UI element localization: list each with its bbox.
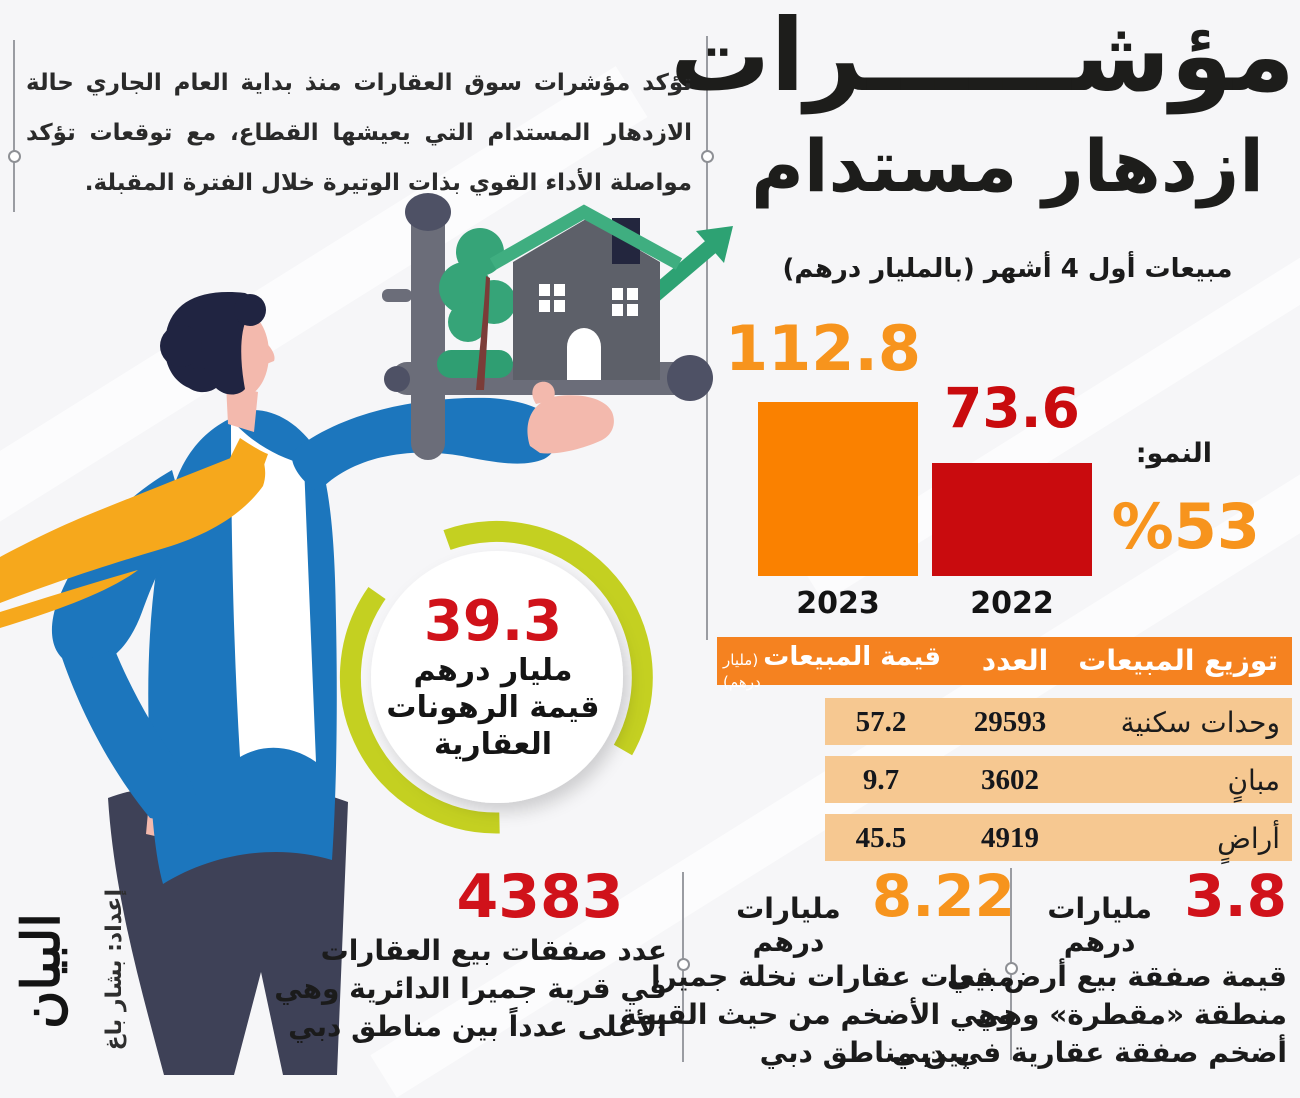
stats-divider-right-dot <box>1005 962 1018 975</box>
stat-line: الأعلى عدداً بين مناطق دبي <box>288 1010 667 1043</box>
shirt <box>231 419 316 762</box>
mortgage-circle <box>371 551 623 803</box>
row-name: أراضٍ <box>1217 822 1280 855</box>
mortgage-ring-icon <box>339 520 653 834</box>
center-divider-dot <box>701 150 714 163</box>
growth-label: النمو: <box>1135 438 1212 469</box>
bar-2022 <box>932 463 1092 576</box>
bar-label-2022: 2022 <box>970 586 1054 621</box>
row-name: وحدات سكنية <box>1120 706 1280 739</box>
house-icon <box>489 204 683 380</box>
mortgage-line3: العقارية <box>433 727 553 762</box>
roof <box>489 204 683 270</box>
chart-title: مبيعات أول 4 أشهر (بالمليار درهم) <box>782 254 1233 284</box>
mortgage-line2: قيمة الرهونات <box>386 690 600 725</box>
platform-tab <box>382 289 412 302</box>
illustration <box>0 193 733 1075</box>
stat-line: عدد صفقات بيع العقارات <box>320 934 667 967</box>
platform-knob-left <box>384 366 410 392</box>
row-count: 29593 <box>973 706 1047 738</box>
window <box>612 288 638 316</box>
stat-jvc-deals: 4383 عدد صفقات بيع العقارات في قرية جمير… <box>274 862 667 1046</box>
mortgage-value: 39.3 <box>423 589 563 654</box>
stat-value: 3.8 <box>1184 862 1287 930</box>
hair-curl <box>234 294 266 326</box>
main-title-line2: ازدهار مستدام <box>751 124 1264 208</box>
stat-value: 8.22 <box>871 862 1015 930</box>
nose <box>259 342 275 367</box>
door <box>567 328 601 380</box>
platform-knob-right <box>667 355 713 401</box>
hand <box>527 381 614 454</box>
stat-line: قيمة صفقة بيع أرض في <box>947 960 1287 993</box>
row-value: 9.7 <box>862 764 900 796</box>
table-header-count: العدد <box>981 644 1049 677</box>
row-count: 4919 <box>981 822 1039 854</box>
growth-value: %53 <box>1111 490 1260 563</box>
platform-pole <box>411 198 445 460</box>
window <box>539 284 565 312</box>
stat-value: 4383 <box>456 862 624 932</box>
table-header-name: توزيع المبيعات <box>1078 644 1278 677</box>
table-row: وحدات سكنية 29593 57.2 <box>825 698 1292 745</box>
mortgage-line1: مليار درهم <box>413 653 573 688</box>
stat-line: وهي الأضخم من حيث القيمة <box>619 998 1015 1031</box>
stat-line: مبيعات عقارات نخلة جميرا <box>650 960 1015 993</box>
hair-curl <box>160 325 202 367</box>
bar-2023 <box>758 402 918 576</box>
bar-value-2023: 112.8 <box>724 312 922 385</box>
row-value: 57.2 <box>855 706 907 738</box>
intro-left-divider-dot <box>8 150 21 163</box>
bar-value-2022: 73.6 <box>944 376 1080 440</box>
row-count: 3602 <box>981 764 1039 796</box>
hair <box>164 292 254 395</box>
stat-line: بين مناطق دبي <box>759 1036 971 1069</box>
man-illustration <box>0 292 558 1075</box>
intro-left-divider <box>13 40 15 212</box>
hair-curl <box>188 367 210 389</box>
stat-palm-jumeirah: 8.22 مليارات درهم مبيعات عقارات نخلة جمي… <box>619 862 1015 1072</box>
row-name: مبانٍ <box>1227 764 1280 797</box>
main-title-line1: مؤشــــــرات <box>670 0 1295 114</box>
bar-label-2023: 2023 <box>796 586 880 621</box>
table-header: توزيع المبيعات العدد قيمة المبيعات (مليا… <box>717 637 1292 691</box>
stat-line: منطقة «مقطرة» وهي <box>974 998 1287 1031</box>
table-row: أراضٍ 4919 45.5 <box>825 814 1292 861</box>
stat-line: في قرية جميرا الدائرية وهي <box>274 972 667 1005</box>
neck <box>226 384 258 432</box>
credit-text: إعداد: بشار باغ <box>102 889 127 1051</box>
platform-cap <box>405 193 451 231</box>
intro-paragraph: تؤكد مؤشرات سوق العقارات منذ بداية العام… <box>26 70 692 196</box>
mortgage-circle-text: 39.3 مليار درهم قيمة الرهونات العقارية <box>377 592 609 763</box>
tree-icon <box>437 228 516 390</box>
albayan-logo: البيان <box>11 913 72 1029</box>
stat-land-deal: 3.8 مليارات درهم قيمة صفقة بيع أرض في من… <box>891 862 1287 1072</box>
table-row: مبانٍ 3602 9.7 <box>825 756 1292 803</box>
row-value: 45.5 <box>855 822 907 854</box>
jacket-forearm <box>60 648 198 826</box>
stat-unit: مليارات درهم <box>1047 892 1152 958</box>
scarf <box>0 448 266 603</box>
infographic-canvas: { "brand": {"logo": "البيان", "credit": … <box>0 0 1295 1075</box>
stat-line: أضخم صفقة عقارية في دبي <box>891 1036 1287 1069</box>
stat-unit: مليارات درهم <box>736 892 841 958</box>
stats-divider-left-dot <box>677 958 690 971</box>
scarf-fold <box>0 570 138 628</box>
center-divider <box>706 36 708 640</box>
table-header-value: قيمة المبيعات (مليار درهم) <box>723 642 942 691</box>
